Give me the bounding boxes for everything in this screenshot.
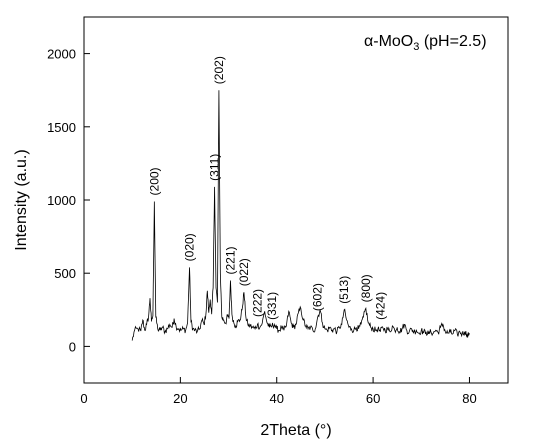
peak-label: (311)	[208, 154, 222, 181]
y-tick-label: 1000	[47, 193, 76, 208]
y-tick-label: 500	[54, 266, 76, 281]
peak-label: (222)	[250, 289, 264, 317]
peak-label: (602)	[311, 283, 325, 311]
peak-label: (020)	[183, 233, 197, 261]
y-axis-ticks: 0 500 1000 1500 2000	[47, 47, 90, 354]
peak-label: (022)	[237, 258, 251, 286]
y-axis-title: Intensity (a.u.)	[13, 149, 30, 250]
x-tick-label: 20	[173, 391, 187, 406]
y-tick-label: 1500	[47, 120, 76, 135]
peak-label: (200)	[147, 167, 161, 195]
peak-label: (202)	[212, 56, 226, 84]
peak-label: (331)	[265, 292, 279, 320]
sample-label: α-MoO3 (pH=2.5)	[364, 33, 487, 53]
x-tick-label: 40	[269, 391, 283, 406]
x-tick-label: 0	[80, 391, 87, 406]
y-tick-label: 0	[69, 339, 76, 354]
peak-labels: (200) (020) (311) (202) (221) (022) (222) (331)…	[147, 56, 387, 320]
x-axis-title: 2Theta (°)	[260, 422, 331, 439]
plot-frame	[83, 16, 509, 384]
x-tick-label: 60	[366, 391, 380, 406]
x-axis-ticks: 0 20 40 60 80	[80, 377, 477, 406]
peak-label: (221)	[223, 247, 237, 275]
peak-label: (424)	[373, 292, 387, 320]
y-tick-label: 2000	[47, 47, 76, 62]
x-tick-label: 80	[462, 391, 476, 406]
peak-label: (800)	[359, 274, 373, 302]
series-line-xrd-pattern	[131, 90, 470, 341]
peak-label: (513)	[337, 276, 351, 304]
